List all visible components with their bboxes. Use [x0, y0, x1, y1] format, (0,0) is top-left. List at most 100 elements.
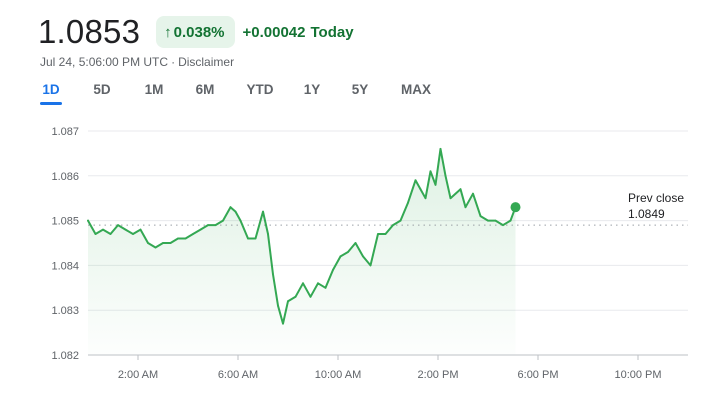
data-point	[369, 264, 372, 267]
data-point	[309, 295, 312, 298]
data-point	[429, 170, 432, 173]
tab-5y[interactable]: 5Y	[351, 82, 369, 97]
data-point	[102, 228, 104, 231]
data-point	[464, 206, 467, 209]
disclaimer-link[interactable]: Disclaimer	[178, 55, 235, 69]
data-point	[282, 322, 284, 325]
y-tick-label: 1.083	[51, 305, 79, 317]
data-point	[207, 224, 209, 227]
data-point	[339, 255, 342, 258]
data-point	[487, 219, 489, 222]
data-point	[332, 269, 334, 271]
range-tabs: 1D 5D 1M 6M YTD 1Y 5Y MAX	[40, 82, 433, 105]
tab-1y[interactable]: 1Y	[303, 82, 321, 97]
data-point	[132, 233, 134, 235]
prev-close-value: 1.0849	[628, 207, 665, 221]
tab-ytd[interactable]: YTD	[246, 82, 274, 97]
absolute-change: +0.00042 Today	[243, 24, 354, 41]
data-point	[419, 188, 422, 191]
y-tick-label: 1.084	[51, 260, 79, 272]
data-point	[439, 148, 442, 150]
data-point	[192, 233, 194, 235]
tab-5d[interactable]: 5D	[93, 82, 111, 97]
data-point	[472, 192, 474, 195]
data-point	[294, 295, 297, 298]
change-period: Today	[310, 23, 354, 41]
prev-close-label: Prev close 1.0849	[628, 190, 684, 222]
data-point	[494, 219, 497, 222]
data-point	[479, 215, 482, 218]
data-point	[449, 197, 452, 200]
data-point	[302, 282, 304, 285]
quote-header: 1.0853 ↑ 0.038% +0.00042 Today	[38, 12, 354, 52]
data-point	[377, 233, 379, 235]
x-tick-label: 2:00 PM	[418, 369, 459, 381]
data-point	[234, 210, 237, 213]
data-point	[169, 242, 172, 244]
data-point	[262, 210, 264, 213]
data-point	[139, 228, 142, 231]
data-point	[502, 224, 504, 227]
data-point	[324, 286, 327, 289]
prev-close-title: Prev close	[628, 191, 685, 205]
absolute-change-value: +0.00042	[242, 23, 306, 41]
data-point	[424, 197, 427, 200]
y-tick-label: 1.085	[51, 216, 79, 228]
data-point	[392, 224, 394, 227]
percent-change: 0.038%	[173, 23, 225, 41]
data-point	[124, 228, 127, 231]
data-point	[229, 206, 232, 209]
percent-change-badge: ↑ 0.038%	[156, 16, 235, 48]
data-point	[247, 237, 249, 240]
data-point	[407, 201, 409, 204]
data-point	[254, 237, 257, 240]
data-point	[267, 233, 269, 235]
data-point	[222, 219, 224, 222]
arrow-up-icon: ↑	[164, 23, 172, 41]
data-point	[87, 219, 89, 222]
x-tick-label: 2:00 AM	[118, 369, 158, 381]
data-point	[239, 219, 242, 222]
price-line	[87, 147, 517, 325]
timestamp: Jul 24, 5:06:00 PM UTC	[40, 55, 169, 69]
data-point	[117, 224, 119, 227]
data-point	[109, 233, 112, 235]
x-tick-label: 10:00 PM	[614, 369, 661, 381]
data-point	[214, 224, 217, 227]
data-point	[94, 233, 97, 235]
current-price-marker	[510, 202, 521, 213]
current-price: 1.0853	[38, 13, 141, 50]
data-point	[154, 246, 157, 249]
data-point	[272, 273, 274, 276]
y-tick-label: 1.087	[51, 126, 79, 138]
tab-1d[interactable]: 1D	[40, 82, 62, 105]
data-point	[434, 183, 437, 186]
data-point	[317, 282, 319, 285]
data-point	[399, 219, 402, 222]
tab-6m[interactable]: 6M	[195, 82, 215, 97]
data-point	[354, 242, 357, 244]
data-point	[277, 304, 279, 307]
data-point	[199, 228, 202, 231]
x-tick-label: 10:00 AM	[315, 369, 361, 381]
data-point	[459, 188, 462, 191]
data-point	[414, 179, 417, 182]
tab-1m[interactable]: 1M	[144, 82, 164, 97]
data-point	[147, 242, 149, 244]
data-point	[444, 174, 447, 177]
y-tick-label: 1.086	[51, 171, 79, 183]
data-point	[362, 255, 364, 258]
data-point	[384, 233, 387, 235]
x-tick-label: 6:00 AM	[218, 369, 258, 381]
quote-meta: Jul 24, 5:06:00 PM UTC · Disclaimer	[40, 55, 234, 69]
data-point	[177, 237, 179, 240]
data-point	[287, 300, 289, 303]
price-area	[88, 148, 516, 355]
x-tick-label: 6:00 PM	[518, 369, 559, 381]
data-point	[347, 251, 349, 253]
data-point	[454, 192, 457, 195]
data-point	[162, 242, 164, 244]
y-tick-label: 1.082	[51, 350, 79, 362]
tab-max[interactable]: MAX	[401, 82, 431, 97]
